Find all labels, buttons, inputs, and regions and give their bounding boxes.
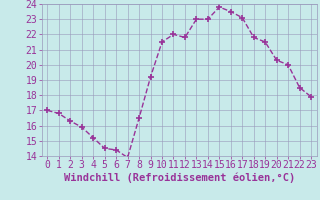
X-axis label: Windchill (Refroidissement éolien,°C): Windchill (Refroidissement éolien,°C): [64, 173, 295, 183]
